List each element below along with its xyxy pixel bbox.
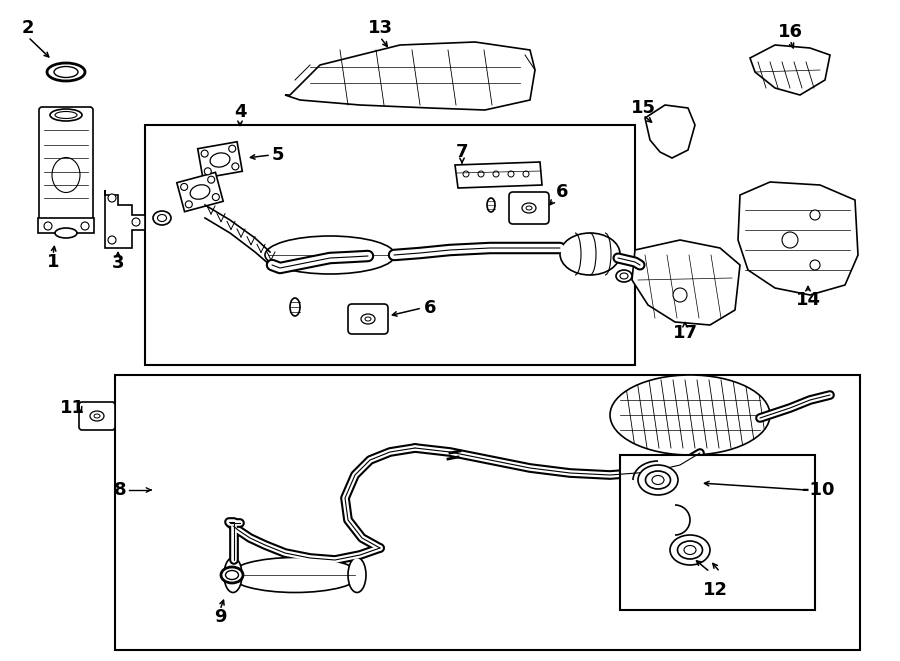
- Ellipse shape: [620, 273, 628, 279]
- Ellipse shape: [55, 112, 77, 118]
- Text: 5: 5: [272, 146, 284, 164]
- Ellipse shape: [55, 228, 77, 238]
- Text: 6: 6: [556, 183, 568, 201]
- Circle shape: [44, 222, 52, 230]
- Ellipse shape: [560, 233, 620, 275]
- FancyBboxPatch shape: [39, 107, 93, 223]
- Ellipse shape: [684, 545, 696, 555]
- Ellipse shape: [487, 198, 495, 212]
- Ellipse shape: [348, 557, 366, 592]
- Circle shape: [212, 194, 220, 200]
- FancyBboxPatch shape: [79, 402, 115, 430]
- Polygon shape: [198, 141, 242, 178]
- Text: 2: 2: [22, 19, 34, 37]
- Ellipse shape: [645, 471, 670, 489]
- Ellipse shape: [158, 215, 166, 221]
- FancyBboxPatch shape: [509, 192, 549, 224]
- Text: 12: 12: [703, 581, 727, 599]
- Polygon shape: [176, 173, 223, 212]
- Ellipse shape: [290, 298, 300, 316]
- Text: 11: 11: [59, 399, 85, 417]
- Ellipse shape: [54, 67, 78, 77]
- Circle shape: [508, 171, 514, 177]
- Ellipse shape: [230, 557, 360, 592]
- Ellipse shape: [47, 63, 85, 81]
- Ellipse shape: [210, 153, 230, 167]
- Circle shape: [673, 288, 687, 302]
- Polygon shape: [738, 182, 858, 295]
- Ellipse shape: [678, 541, 703, 559]
- Ellipse shape: [90, 411, 104, 421]
- Ellipse shape: [522, 203, 536, 213]
- Text: 3: 3: [112, 254, 124, 272]
- Circle shape: [204, 168, 212, 175]
- Text: 1: 1: [47, 253, 59, 271]
- Circle shape: [478, 171, 484, 177]
- Ellipse shape: [153, 211, 171, 225]
- Polygon shape: [285, 42, 535, 110]
- Polygon shape: [105, 190, 145, 248]
- Text: 4: 4: [234, 103, 247, 121]
- Ellipse shape: [226, 570, 239, 580]
- Circle shape: [201, 150, 208, 157]
- Ellipse shape: [52, 157, 80, 192]
- Bar: [38, 218, 94, 233]
- Circle shape: [132, 218, 140, 226]
- Circle shape: [108, 194, 116, 202]
- Polygon shape: [645, 105, 695, 158]
- Circle shape: [523, 171, 529, 177]
- Ellipse shape: [190, 185, 210, 199]
- Ellipse shape: [652, 475, 664, 485]
- Bar: [145, 125, 635, 365]
- Ellipse shape: [638, 465, 678, 495]
- Ellipse shape: [221, 567, 243, 583]
- Ellipse shape: [361, 314, 375, 324]
- Circle shape: [810, 260, 820, 270]
- Polygon shape: [455, 162, 542, 188]
- Ellipse shape: [265, 236, 395, 274]
- Bar: [115, 375, 860, 650]
- Ellipse shape: [610, 375, 770, 455]
- Polygon shape: [632, 240, 740, 325]
- Text: 6: 6: [424, 299, 436, 317]
- Circle shape: [181, 184, 187, 190]
- Text: 15: 15: [631, 99, 655, 117]
- Ellipse shape: [50, 109, 82, 121]
- Circle shape: [81, 222, 89, 230]
- Text: 7: 7: [455, 143, 468, 161]
- Text: -10: -10: [802, 481, 834, 499]
- Text: 16: 16: [778, 23, 803, 41]
- Circle shape: [493, 171, 499, 177]
- Circle shape: [208, 176, 215, 183]
- Ellipse shape: [94, 414, 100, 418]
- Polygon shape: [750, 45, 830, 95]
- Circle shape: [185, 201, 193, 208]
- Text: 9: 9: [214, 608, 226, 626]
- Circle shape: [108, 236, 116, 244]
- Ellipse shape: [616, 270, 632, 282]
- Text: 13: 13: [367, 19, 392, 37]
- Circle shape: [232, 163, 239, 170]
- Circle shape: [782, 232, 798, 248]
- Circle shape: [463, 171, 469, 177]
- Ellipse shape: [526, 206, 532, 210]
- Ellipse shape: [224, 557, 242, 592]
- Ellipse shape: [670, 535, 710, 565]
- Ellipse shape: [365, 317, 371, 321]
- Text: 8: 8: [113, 481, 126, 499]
- Circle shape: [229, 145, 236, 152]
- Circle shape: [810, 210, 820, 220]
- Bar: [620, 455, 815, 610]
- FancyBboxPatch shape: [348, 304, 388, 334]
- Text: 14: 14: [796, 291, 821, 309]
- Text: 17: 17: [672, 324, 698, 342]
